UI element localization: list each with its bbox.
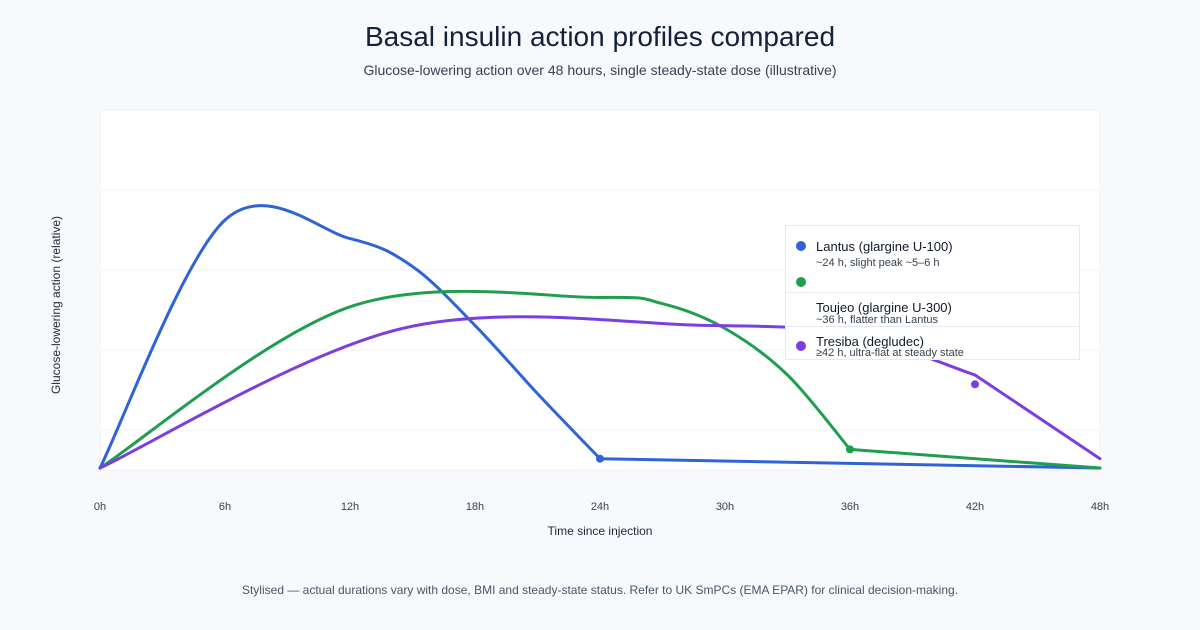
legend-swatch-toujeo [796,277,806,287]
series-marker-lantus [596,454,604,463]
series-tail-lantus [598,457,1102,470]
y-axis-title: Glucose-lowering action (relative) [49,216,63,394]
x-tick-label: 18h [466,501,484,513]
x-tick-label: 48h [1091,501,1109,513]
legend-desc-toujeo: ~36 h, flatter than Lantus [816,314,939,326]
legend-swatch-lantus [796,241,806,251]
x-tick-label: 12h [341,501,359,513]
x-tick-labels: 0h 6h 12h 18h 24h 30h 36h 42h 48h [94,501,1109,513]
legend: Lantus (glargine U-100) ~24 h, slight pe… [785,225,1080,360]
x-tick-label: 6h [219,501,231,513]
series-tail-toujeo [848,447,1102,470]
series-line-toujeo [98,289,852,470]
legend-item-lantus: Lantus (glargine U-100) ~24 h, slight pe… [785,225,1080,293]
series-marker-tresiba [971,380,979,389]
chart-subtitle: Glucose-lowering action over 48 hours, s… [363,62,837,78]
legend-item-tresiba: Tresiba (degludec) ≥42 h, ultra-flat at … [785,326,1080,360]
x-tick-label: 24h [591,501,609,513]
x-tick-label: 30h [716,501,734,513]
series-marker-toujeo [846,445,854,454]
legend-item-toujeo: Toujeo (glargine U-300) ~36 h, flatter t… [785,292,1080,327]
legend-name-tresiba: Tresiba (degludec) [816,334,924,349]
x-tick-label: 36h [841,501,859,513]
x-tick-label: 42h [966,501,984,513]
legend-name-lantus: Lantus (glargine U-100) [816,239,953,254]
legend-swatch-tresiba [796,341,806,351]
series-tail-tresiba [973,373,1102,461]
chart-title: Basal insulin action profiles compared [364,21,836,52]
x-axis-title: Time since injection [548,524,653,538]
x-tick-label: 0h [94,501,106,513]
legend-name-toujeo: Toujeo (glargine U-300) [816,300,952,315]
footnote: Stylised — actual durations vary with do… [241,583,959,597]
series-line-lantus [98,204,602,470]
legend-desc-tresiba: ≥42 h, ultra-flat at steady state [816,347,964,359]
legend-desc-lantus: ~24 h, slight peak ~5–6 h [816,257,940,269]
